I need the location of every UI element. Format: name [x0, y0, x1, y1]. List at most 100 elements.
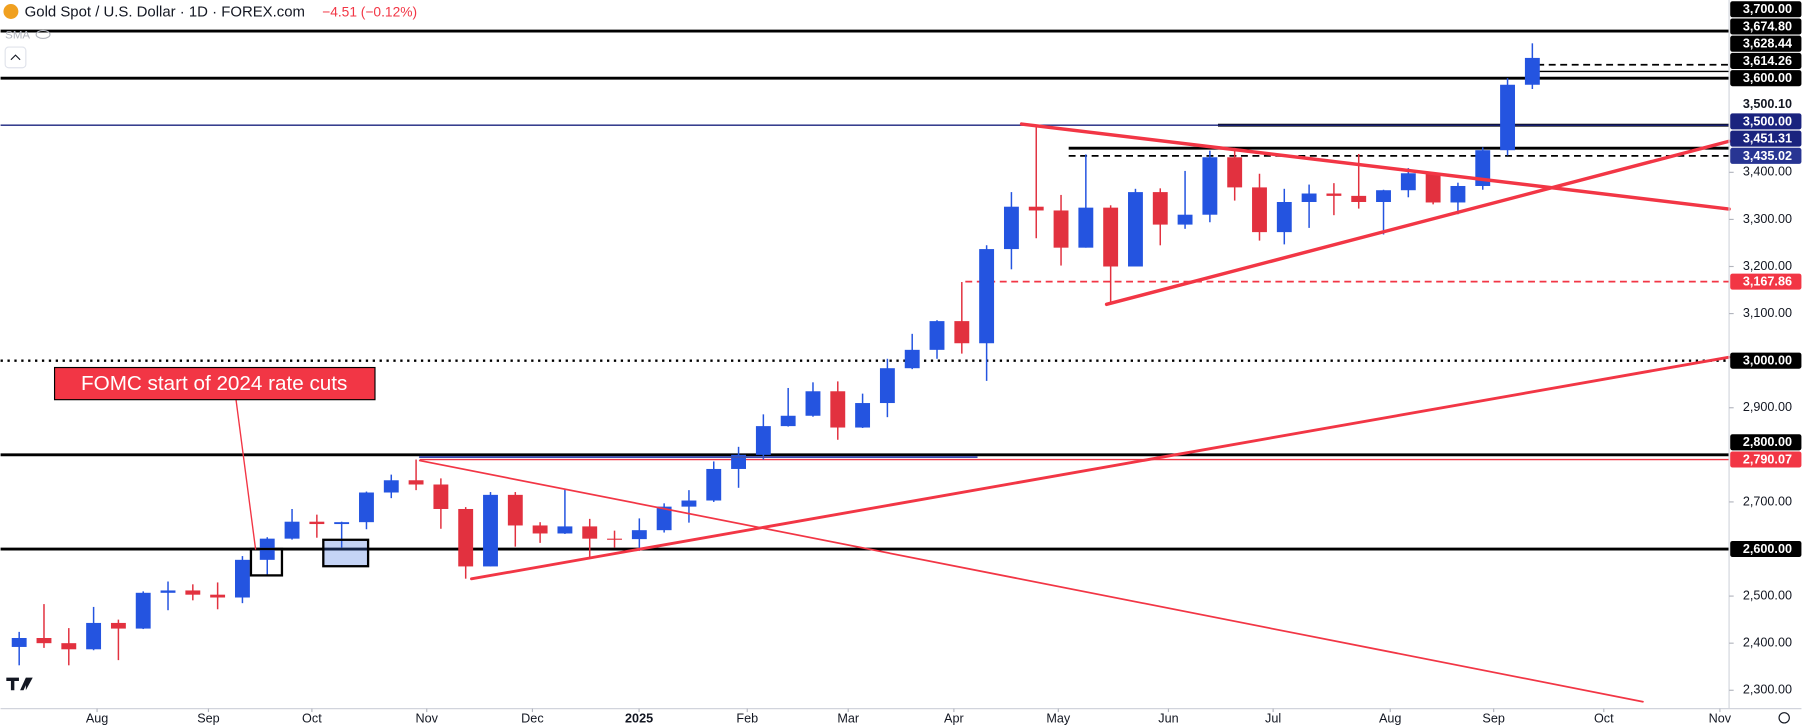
- price-label-box: [1730, 147, 1802, 164]
- candle-body: [135, 592, 151, 629]
- candle-body: [532, 525, 548, 534]
- collapse-button[interactable]: [4, 46, 27, 69]
- price-label-box: [1730, 352, 1802, 369]
- price-label-box: [1730, 1, 1802, 18]
- candle-body: [1524, 57, 1540, 85]
- price-label-box: [1730, 35, 1802, 52]
- price-label: 2,800.00: [1743, 435, 1792, 449]
- price-label-box: [1730, 130, 1802, 147]
- trend-line: [1104, 139, 1731, 307]
- candle-body: [1103, 207, 1119, 267]
- price-label: 2,790.07: [1743, 452, 1792, 466]
- candle-body: [284, 521, 300, 539]
- y-tick-label: 2,500.00: [1743, 588, 1792, 602]
- x-tick-label: Jun: [1158, 711, 1178, 725]
- y-tick-label: 3,300.00: [1743, 212, 1792, 226]
- candle-body: [507, 494, 523, 526]
- x-tick-label: Jul: [1265, 711, 1281, 725]
- price-label: 3,435.02: [1743, 149, 1792, 163]
- symbol-icon: [3, 4, 19, 19]
- candle-body: [731, 454, 747, 469]
- candle-body: [631, 530, 647, 540]
- settings-icon[interactable]: [1778, 712, 1790, 724]
- candle-body: [830, 391, 846, 428]
- x-tick-label: Oct: [302, 711, 322, 725]
- x-tick-label: 2025: [625, 711, 653, 725]
- candle-body: [1351, 195, 1367, 202]
- candle-body: [557, 526, 573, 534]
- price-label-box: [1730, 434, 1802, 451]
- price-label: 3,000.00: [1743, 354, 1792, 368]
- x-tick-label: Nov: [1709, 711, 1732, 725]
- candle-body: [36, 637, 52, 644]
- price-label-box: [1730, 273, 1802, 290]
- candle-body: [1177, 214, 1193, 225]
- candle-body: [1475, 150, 1491, 186]
- annotation: FOMC start of 2024 rate cuts: [53, 366, 376, 401]
- candle-body: [1128, 192, 1143, 267]
- candle-body: [1252, 187, 1267, 233]
- candle-body: [1450, 185, 1466, 203]
- candle-body: [1003, 206, 1019, 250]
- candle-body: [582, 526, 598, 539]
- candle-body: [1028, 206, 1044, 211]
- candle-body: [359, 492, 374, 523]
- candle-body: [11, 637, 27, 647]
- candle-body: [185, 590, 201, 595]
- x-tick-label: Mar: [837, 711, 859, 725]
- candle-body: [656, 506, 672, 531]
- price-label: 3,614.26: [1743, 54, 1792, 68]
- candle-body: [681, 500, 697, 507]
- price-label: 3,500.10: [1743, 97, 1792, 111]
- gear[interactable]: [1778, 712, 1790, 724]
- candle-body: [110, 622, 126, 629]
- price-label: 3,628.44: [1743, 37, 1792, 51]
- price-label-box: [1730, 96, 1802, 113]
- logo: [6, 677, 33, 691]
- annotation-text: FOMC start of 2024 rate cuts: [81, 372, 347, 395]
- x-tick-label: Sep: [1482, 711, 1504, 725]
- y-tick-label: 2,300.00: [1743, 683, 1792, 697]
- axes: 2,300.00 2,400.00 2,500.00 2,700.00 2,900.00…: [86, 1, 1802, 725]
- candle-body: [904, 349, 920, 369]
- x-tick-label: Aug: [86, 711, 108, 725]
- candle-body: [1500, 84, 1515, 151]
- candle-body: [1425, 173, 1441, 203]
- candle-body: [408, 480, 424, 485]
- indicator-label: SMA: [5, 30, 30, 42]
- x-tick-label: May: [1046, 711, 1071, 725]
- x-tick-label: Feb: [736, 711, 758, 725]
- x-tick-label: Sep: [197, 711, 219, 725]
- candle-body: [1078, 207, 1094, 248]
- candle-body: [160, 590, 176, 593]
- eye-icon[interactable]: [35, 29, 51, 40]
- price-label: 2,600.00: [1743, 542, 1792, 556]
- price-label: 3,700.00: [1743, 2, 1792, 16]
- candle-body: [86, 622, 102, 650]
- candle-body: [1376, 190, 1391, 202]
- candle-body: [433, 484, 449, 509]
- candle-body: [607, 538, 622, 540]
- collapse-icon: [10, 54, 21, 61]
- candle-body: [1301, 193, 1317, 202]
- x-tick-label: Dec: [521, 711, 543, 725]
- y-tick-label: 3,100.00: [1743, 306, 1792, 320]
- price-change: −4.51 (−0.12%): [322, 4, 417, 19]
- price-label: 3,600.00: [1743, 71, 1792, 85]
- candle-body: [929, 321, 945, 350]
- price-label: 3,451.31: [1743, 132, 1792, 146]
- drawings: [235, 122, 1731, 703]
- trend-line: [470, 355, 1731, 581]
- candle-body: [1227, 157, 1243, 188]
- callout-line: [235, 398, 257, 550]
- candle-body: [1326, 193, 1342, 196]
- price-label: 3,167.86: [1743, 275, 1792, 289]
- candle-body: [780, 415, 796, 427]
- candle-body: [458, 508, 474, 567]
- annotation-box: [53, 366, 376, 401]
- candle-body: [954, 321, 970, 344]
- candle-body: [1202, 157, 1218, 215]
- candle-body: [855, 403, 871, 428]
- y-tick-label: 2,900.00: [1743, 400, 1792, 414]
